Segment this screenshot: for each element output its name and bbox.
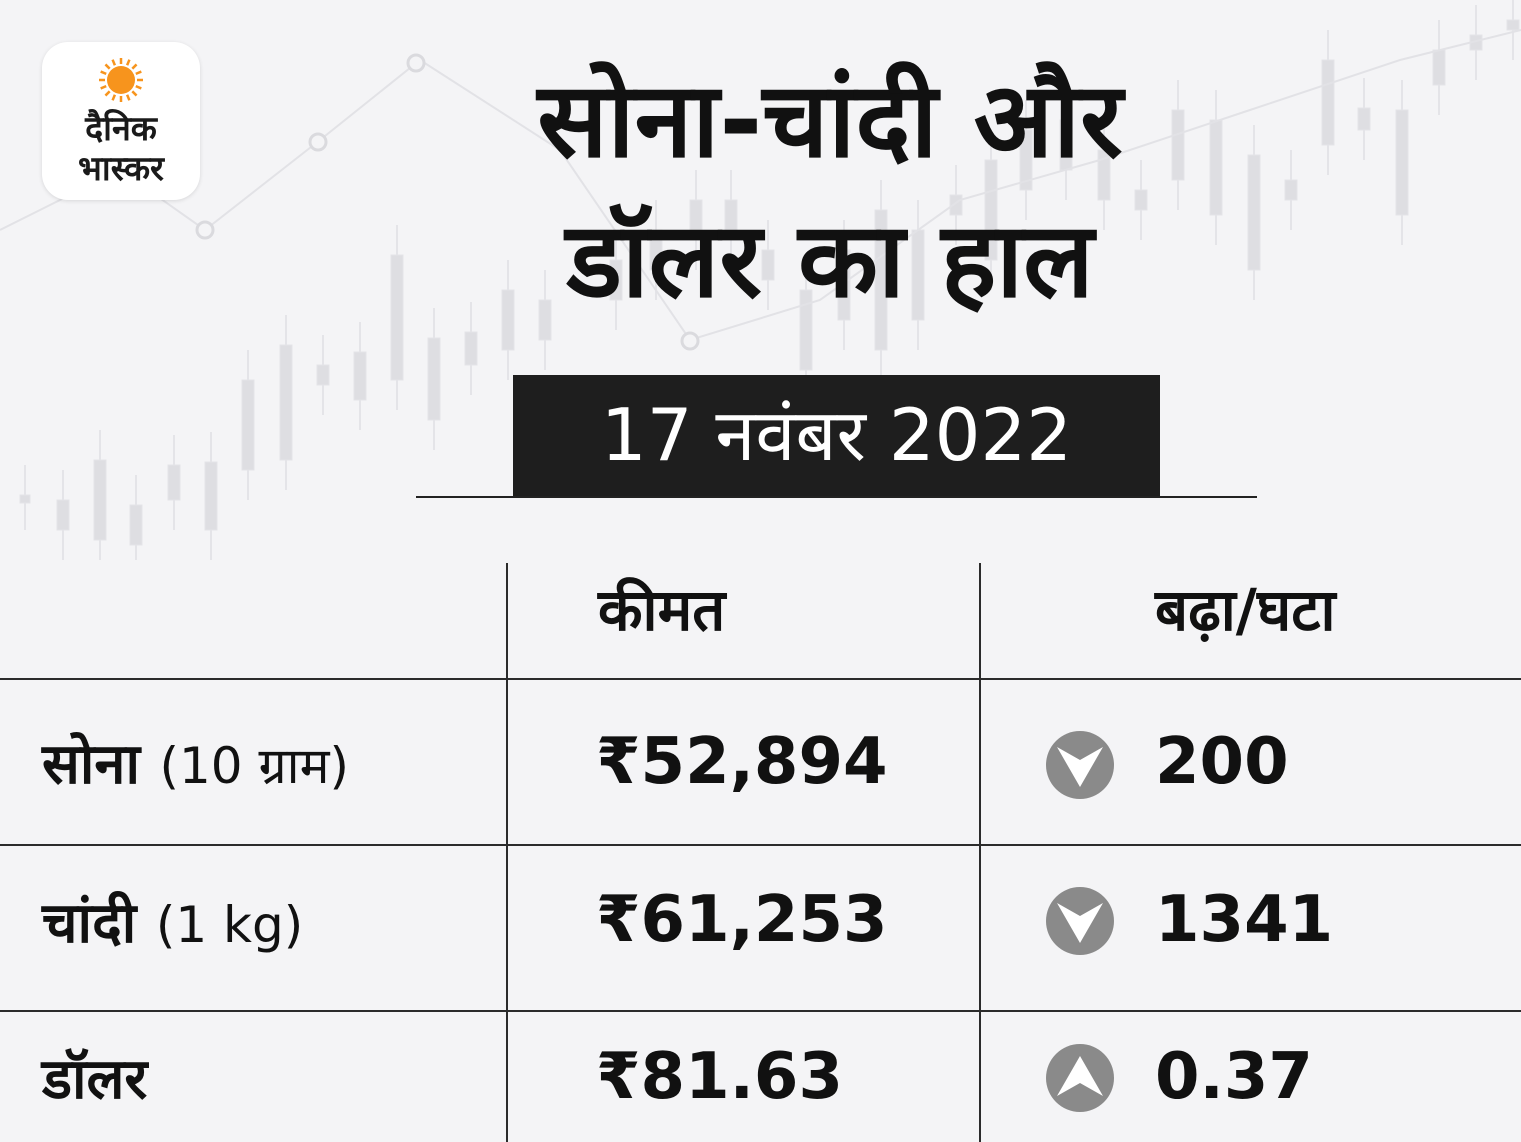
sun-ray [100, 70, 107, 76]
row-divider [0, 844, 1521, 846]
column-divider [979, 563, 981, 1142]
page-title: सोना-चांदी और डॉलर का हाल [330, 50, 1330, 330]
candle-body [1171, 109, 1185, 181]
date-badge: 17 नवंबर 2022 [513, 375, 1160, 496]
change-value: 200 [1155, 725, 1289, 799]
down-arrow-icon [1046, 731, 1114, 799]
commodity-name: सोना [42, 732, 140, 797]
candle-body [316, 364, 330, 386]
title-line-2: डॉलर का हाल [566, 199, 1094, 321]
sun-ray [100, 84, 107, 90]
up-arrow-icon [1046, 1044, 1114, 1112]
price-value: ₹52,894 [596, 725, 888, 799]
column-divider [506, 563, 508, 1142]
table-row-label: सोना (10 ग्राम) [42, 725, 349, 806]
candle-body [1321, 59, 1335, 146]
candle-body [984, 159, 998, 261]
date-divider [416, 496, 1257, 498]
candle-body [501, 289, 515, 351]
commodity-name: डॉलर [42, 1047, 148, 1112]
candle-body [1432, 49, 1446, 86]
candle-body [1134, 189, 1148, 211]
column-header-price: कीमत [598, 576, 726, 644]
candle-body [1097, 149, 1111, 201]
sun-ray [111, 59, 117, 66]
sun-ray [135, 70, 142, 76]
logo-text-line2: भास्कर [78, 149, 164, 189]
candle-body [390, 254, 404, 381]
sun-ray [125, 94, 131, 101]
candle-body [1247, 154, 1261, 271]
sun-ray [125, 59, 131, 66]
candle-body [19, 494, 31, 504]
candle-body [93, 459, 107, 541]
dainik-bhaskar-logo: दैनिक भास्कर [42, 42, 200, 200]
candle-body [1395, 109, 1409, 216]
candle-body [609, 259, 623, 301]
candle-body [1506, 19, 1520, 31]
candle-body [724, 199, 738, 231]
candle-body [129, 504, 143, 546]
sun-ray [131, 63, 138, 70]
logo-text-line1: दैनिक [85, 109, 157, 149]
candlestick-background [0, 0, 1521, 560]
commodity-unit: (1 kg) [155, 896, 304, 954]
change-value: 0.37 [1155, 1040, 1313, 1114]
commodity-name: चांदी [42, 891, 137, 956]
candle-body [538, 299, 552, 341]
candle-body [1209, 119, 1223, 216]
column-header-change: बढ़ा/घटा [1155, 576, 1336, 644]
table-row-label: चांदी (1 kg) [42, 884, 303, 965]
candle-body [649, 229, 663, 271]
sun-ray [111, 94, 117, 101]
candle-body [167, 464, 181, 501]
candle-body [1019, 129, 1033, 191]
down-arrow-icon [1046, 887, 1114, 955]
candle-body [204, 461, 218, 531]
row-divider [0, 678, 1521, 680]
candle-body [761, 249, 775, 281]
candle-body [799, 289, 813, 371]
change-value: 1341 [1155, 883, 1334, 957]
sun-ray [131, 90, 138, 97]
candle-body [279, 344, 293, 461]
sun-ray [104, 63, 111, 70]
candle-body [464, 331, 478, 366]
candle-body [1357, 107, 1371, 131]
candle-body [1284, 179, 1298, 201]
candle-body [874, 209, 888, 351]
candle-body [241, 379, 255, 471]
candle-body [689, 199, 703, 241]
price-value: ₹61,253 [596, 883, 888, 957]
commodity-unit: (10 ग्राम) [159, 737, 350, 795]
candle-body [427, 337, 441, 421]
sun-ray [104, 90, 111, 97]
sun-ray [135, 84, 142, 90]
sun-logo-icon [99, 58, 143, 102]
candle-body [837, 249, 851, 321]
row-divider [0, 1010, 1521, 1012]
title-line-1: सोना-चांदी और [537, 59, 1123, 181]
candle-body [56, 499, 70, 531]
price-value: ₹81.63 [596, 1040, 843, 1114]
candle-body [353, 351, 367, 401]
table-row-label: डॉलर [42, 1040, 147, 1120]
